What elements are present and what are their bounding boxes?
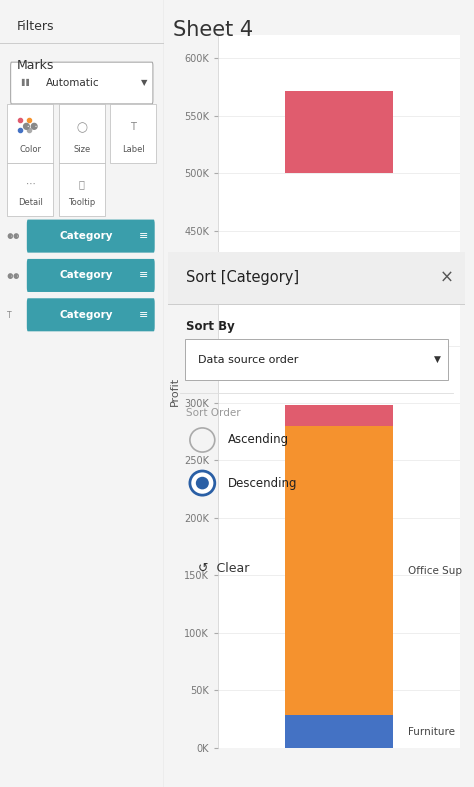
Text: ≡: ≡: [139, 271, 148, 280]
Bar: [284, 426, 393, 715]
FancyBboxPatch shape: [8, 104, 53, 163]
Text: Furniture: Furniture: [408, 726, 455, 737]
Text: ⚈⚈: ⚈⚈: [7, 272, 20, 281]
Text: ⋯: ⋯: [26, 179, 35, 189]
Text: Descending: Descending: [228, 477, 297, 490]
Text: Ascending: Ascending: [228, 434, 289, 446]
Text: ⚈⚈: ⚈⚈: [21, 123, 39, 132]
Text: Sort By: Sort By: [186, 320, 235, 333]
Text: Automatic: Automatic: [46, 78, 100, 87]
Text: ▌▌: ▌▌: [21, 79, 32, 87]
Circle shape: [196, 477, 209, 490]
Text: Detail: Detail: [18, 198, 43, 207]
FancyBboxPatch shape: [27, 259, 155, 292]
Text: ↺  Clear: ↺ Clear: [198, 562, 249, 575]
Text: ▼: ▼: [434, 355, 441, 364]
Bar: [284, 91, 393, 173]
Text: Tooltip: Tooltip: [68, 198, 95, 207]
Text: Color: Color: [19, 145, 41, 154]
FancyBboxPatch shape: [168, 252, 465, 304]
FancyBboxPatch shape: [184, 339, 448, 379]
Text: Size: Size: [73, 145, 91, 154]
Text: Sort [Category]: Sort [Category]: [186, 270, 299, 285]
FancyBboxPatch shape: [8, 163, 53, 216]
Text: ◯: ◯: [76, 122, 87, 133]
Y-axis label: Profit: Profit: [170, 377, 180, 406]
Text: Data source order: Data source order: [198, 355, 298, 364]
Text: Category: Category: [59, 310, 113, 320]
Text: Office Sup: Office Sup: [408, 566, 462, 576]
Text: ▼: ▼: [141, 78, 147, 87]
FancyBboxPatch shape: [27, 220, 155, 253]
FancyBboxPatch shape: [27, 298, 155, 331]
Text: Category: Category: [59, 271, 113, 280]
Text: ⚈⚈: ⚈⚈: [7, 232, 20, 242]
Text: Sheet 4: Sheet 4: [173, 20, 253, 39]
Text: Marks: Marks: [16, 59, 54, 72]
Text: Category: Category: [59, 231, 113, 241]
Text: Filters: Filters: [16, 20, 54, 33]
FancyBboxPatch shape: [59, 163, 105, 216]
Text: ≡: ≡: [139, 231, 148, 241]
Bar: [284, 715, 393, 748]
Text: Sort Order: Sort Order: [186, 408, 241, 418]
Text: Label: Label: [122, 145, 145, 154]
Text: ×: ×: [440, 268, 454, 286]
Text: T: T: [130, 123, 136, 132]
Text: ≡: ≡: [139, 310, 148, 320]
Text: T: T: [7, 311, 11, 320]
Bar: [284, 405, 393, 426]
FancyBboxPatch shape: [110, 104, 156, 163]
FancyBboxPatch shape: [10, 62, 153, 104]
Circle shape: [190, 471, 215, 495]
Text: 💬: 💬: [79, 179, 85, 189]
FancyBboxPatch shape: [59, 104, 105, 163]
